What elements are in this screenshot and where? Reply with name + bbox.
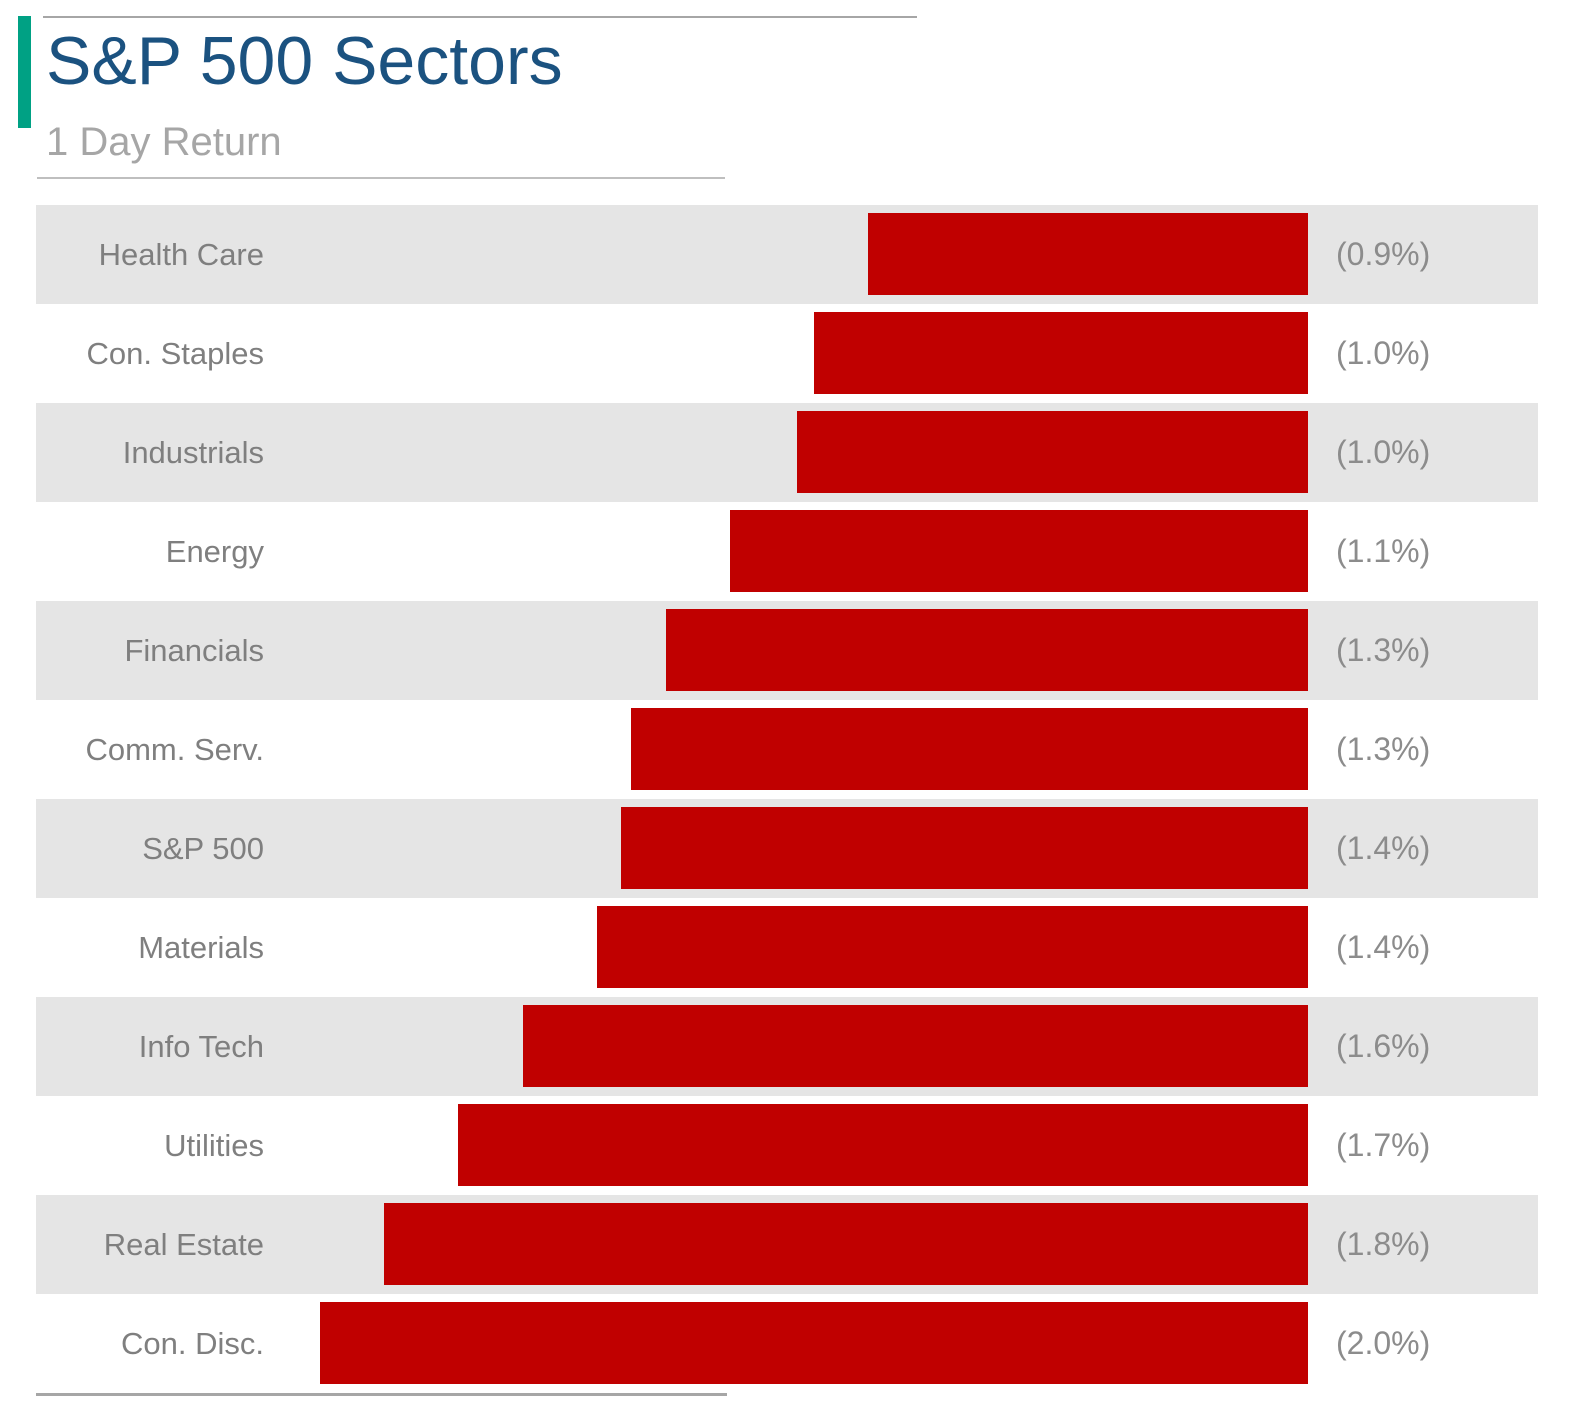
chart-subtitle: 1 Day Return (46, 120, 282, 164)
subtitle-underline (37, 177, 725, 179)
title-accent-bar (18, 16, 31, 128)
sector-label: Comm. Serv. (85, 731, 264, 767)
chart-row: Materials (1.4%) (36, 898, 1538, 997)
chart-row: Real Estate (1.8%) (36, 1195, 1538, 1294)
sector-label: Utilities (164, 1127, 264, 1163)
chart-row: Health Care (0.9%) (36, 205, 1538, 304)
return-bar (597, 906, 1308, 988)
return-bar (797, 411, 1308, 493)
return-value-label: (1.8%) (1336, 1226, 1431, 1262)
return-value-label: (1.3%) (1336, 731, 1431, 767)
sector-label: Con. Disc. (121, 1325, 264, 1361)
return-value-label: (1.4%) (1336, 830, 1431, 866)
return-bar (621, 807, 1308, 889)
return-bar (666, 609, 1308, 691)
chart-row: Financials (1.3%) (36, 601, 1538, 700)
return-value-label: (2.0%) (1336, 1325, 1431, 1361)
return-value-label: (1.7%) (1336, 1127, 1431, 1163)
return-value-label: (0.9%) (1336, 236, 1431, 272)
sector-label: Info Tech (138, 1028, 264, 1064)
chart-row: Industrials (1.0%) (36, 403, 1538, 502)
sector-label: Real Estate (103, 1226, 264, 1262)
return-value-label: (1.6%) (1336, 1028, 1431, 1064)
return-value-label: (1.3%) (1336, 632, 1431, 668)
return-value-label: (1.1%) (1336, 533, 1431, 569)
chart-row: Comm. Serv. (1.3%) (36, 700, 1538, 799)
sector-label: Con. Staples (86, 335, 265, 371)
return-value-label: (1.0%) (1336, 335, 1431, 371)
return-bar (814, 312, 1308, 394)
sector-label: Industrials (122, 434, 264, 470)
sector-label: Health Care (98, 236, 264, 272)
return-bar (523, 1005, 1308, 1087)
return-bar (868, 213, 1308, 295)
chart-row: Info Tech (1.6%) (36, 997, 1538, 1096)
return-bar (730, 510, 1308, 592)
sector-label: Financials (124, 632, 264, 668)
bar-chart: Health Care (0.9%) Con. Staples (1.0%) I… (36, 205, 1538, 1393)
return-bar (631, 708, 1308, 790)
return-bar (384, 1203, 1308, 1285)
chart-row: Con. Staples (1.0%) (36, 304, 1538, 403)
return-value-label: (1.0%) (1336, 434, 1431, 470)
return-value-label: (1.4%) (1336, 929, 1431, 965)
chart-row: Utilities (1.7%) (36, 1096, 1538, 1195)
sector-label: Energy (165, 533, 264, 569)
sector-label: S&P 500 (142, 830, 264, 866)
chart-title: S&P 500 Sectors (46, 23, 563, 99)
chart-row: S&P 500 (1.4%) (36, 799, 1538, 898)
return-bar (320, 1302, 1308, 1384)
return-bar (458, 1104, 1308, 1186)
bottom-divider-line (36, 1393, 727, 1396)
chart-row: Energy (1.1%) (36, 502, 1538, 601)
sector-label: Materials (138, 929, 264, 965)
chart-row: Con. Disc. (2.0%) (36, 1294, 1538, 1393)
top-divider-line (43, 16, 917, 18)
